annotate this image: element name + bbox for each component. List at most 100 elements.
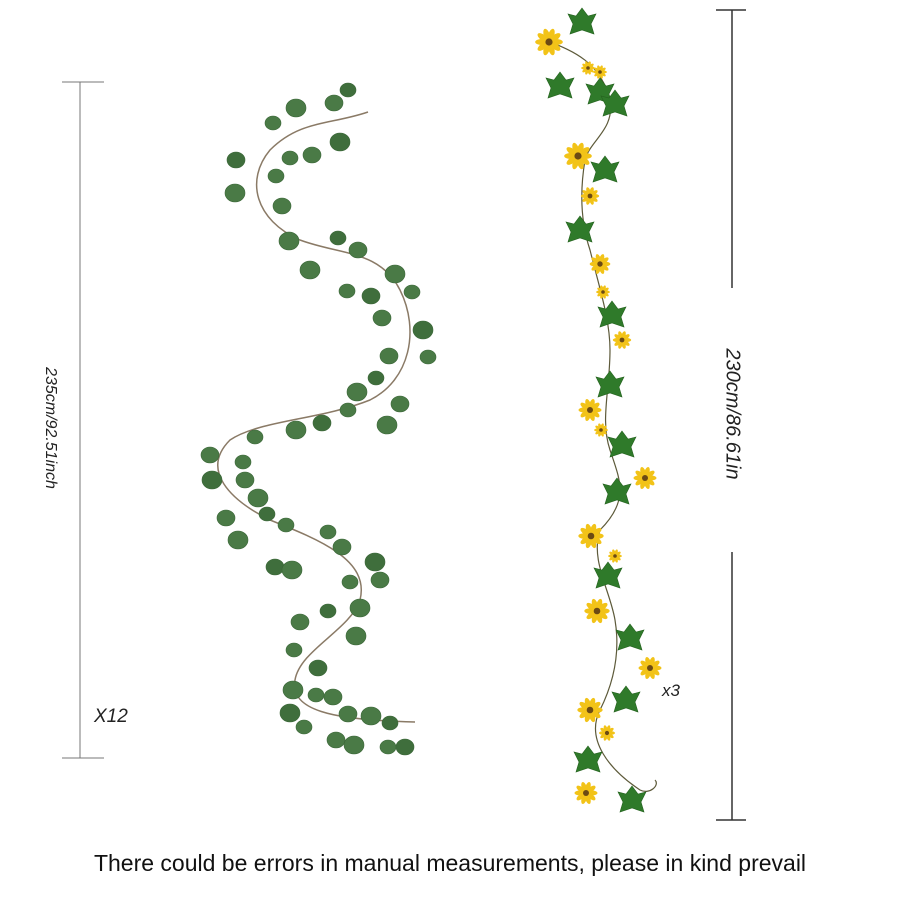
left-measure-line	[62, 81, 104, 759]
eucalyptus-leaf	[346, 382, 368, 402]
eucalyptus-leaf	[246, 429, 264, 445]
ivy-leaf	[567, 7, 597, 35]
eucalyptus-leaf	[234, 454, 252, 470]
eucalyptus-leaf	[349, 598, 371, 618]
right-length-label: 230cm/86.61in	[721, 348, 744, 480]
eucalyptus-leaf	[338, 705, 358, 723]
eucalyptus-leaf	[265, 558, 285, 576]
eucalyptus-leaf	[390, 395, 410, 413]
eucalyptus-leaves	[200, 82, 437, 756]
eucalyptus-leaf	[384, 264, 406, 284]
left-quantity-label: X12	[94, 706, 128, 727]
eucalyptus-leaf	[343, 735, 365, 755]
ivy-leaf	[595, 370, 625, 398]
eucalyptus-leaf	[281, 150, 299, 166]
daisy-flower	[535, 28, 563, 56]
vine-stem	[544, 39, 657, 792]
daisy-flower	[596, 285, 610, 299]
eucalyptus-leaf	[379, 347, 399, 365]
eucalyptus-leaf	[272, 197, 292, 215]
daisy-flower	[638, 657, 662, 679]
eucalyptus-leaf	[348, 241, 368, 259]
daisy-flower	[593, 65, 607, 79]
eucalyptus-leaf	[329, 132, 351, 152]
ivy-leaf	[573, 745, 603, 773]
eucalyptus-leaf	[281, 560, 303, 580]
eucalyptus-leaf	[285, 98, 307, 118]
eucalyptus-leaf	[341, 574, 359, 590]
ivy-leaf	[607, 430, 637, 458]
ivy-leaf	[597, 300, 627, 328]
eucalyptus-leaf	[381, 715, 399, 731]
ivy-leaf	[602, 477, 632, 505]
eucalyptus-leaf	[403, 284, 421, 300]
daisy-flower	[578, 399, 602, 421]
daisy-flower	[633, 467, 657, 489]
eucalyptus-leaf	[370, 571, 390, 589]
eucalyptus-leaf	[339, 82, 357, 98]
daisy-flowers	[535, 28, 662, 804]
eucalyptus-leaf	[339, 402, 357, 418]
eucalyptus-leaf	[277, 517, 295, 533]
eucalyptus-leaf	[299, 260, 321, 280]
daisy-flower	[584, 598, 610, 624]
ivy-leaf	[600, 89, 630, 117]
daisy-flower	[598, 725, 616, 741]
eucalyptus-leaf	[379, 739, 397, 755]
eucalyptus-leaf	[319, 603, 337, 619]
eucalyptus-leaf	[307, 687, 325, 703]
eucalyptus-leaf	[216, 509, 236, 527]
eucalyptus-leaf	[367, 370, 385, 386]
daisy-flower	[589, 254, 611, 274]
eucalyptus-leaf	[360, 706, 382, 726]
eucalyptus-leaf	[372, 309, 392, 327]
eucalyptus-leaf	[326, 731, 346, 749]
eucalyptus-leaf	[376, 415, 398, 435]
eucalyptus-leaf	[329, 230, 347, 246]
daisy-flower	[564, 142, 592, 170]
ivy-leaves	[545, 7, 647, 813]
daisy-flower	[608, 549, 622, 563]
ivy-leaf	[593, 561, 623, 589]
eucalyptus-leaf	[412, 320, 434, 340]
daisy-flower	[574, 782, 598, 804]
eucalyptus-garland	[200, 82, 437, 756]
eucalyptus-leaf	[285, 642, 303, 658]
right-quantity-label: x3	[662, 681, 680, 700]
eucalyptus-leaf	[258, 506, 276, 522]
eucalyptus-leaf	[332, 538, 352, 556]
eucalyptus-leaf	[247, 488, 269, 508]
eucalyptus-leaf	[324, 94, 344, 112]
eucalyptus-leaf	[200, 446, 220, 464]
eucalyptus-leaf	[226, 151, 246, 169]
eucalyptus-leaf	[279, 703, 301, 723]
ivy-leaf	[545, 71, 575, 99]
right-measure-line	[716, 9, 746, 821]
eucalyptus-leaf	[267, 168, 285, 184]
eucalyptus-leaf	[345, 626, 367, 646]
eucalyptus-leaf	[308, 659, 328, 677]
daisy-flower	[578, 523, 604, 549]
left-length-label: 235cm/92.51inch	[42, 367, 59, 489]
daisy-flower	[594, 423, 608, 437]
daisy-flower	[581, 61, 595, 75]
eucalyptus-leaf	[295, 719, 313, 735]
daisy-flower	[612, 331, 632, 349]
eucalyptus-leaf	[338, 283, 356, 299]
caption-disclaimer: There could be errors in manual measurem…	[93, 850, 807, 876]
eucalyptus-leaf	[224, 183, 246, 203]
eucalyptus-leaf	[201, 470, 223, 490]
eucalyptus-leaf	[302, 146, 322, 164]
eucalyptus-leaf	[264, 115, 282, 131]
ivy-leaf	[615, 623, 645, 651]
eucalyptus-leaf	[319, 524, 337, 540]
ivy-leaf	[590, 155, 620, 183]
daisy-flower	[577, 697, 603, 723]
eucalyptus-leaf	[361, 287, 381, 305]
ivy-leaf	[611, 685, 641, 713]
ivy-leaf	[565, 215, 595, 243]
eucalyptus-leaf	[290, 613, 310, 631]
eucalyptus-leaf	[395, 738, 415, 756]
eucalyptus-leaf	[227, 530, 249, 550]
